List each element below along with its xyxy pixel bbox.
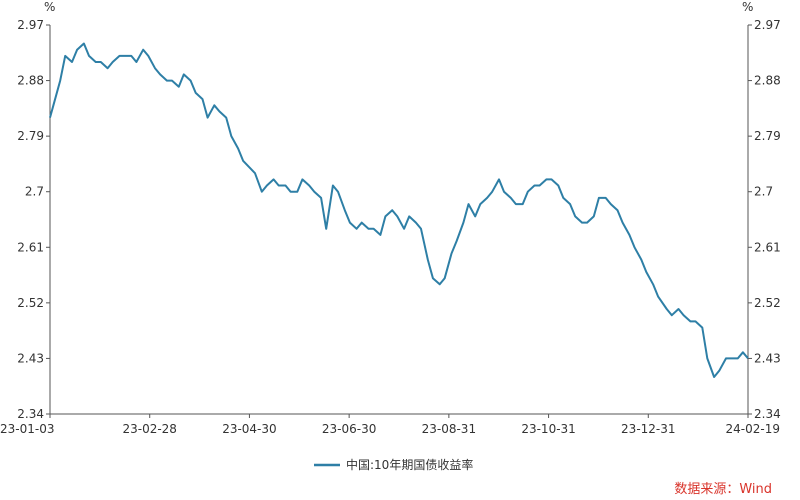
x-tick-label: 23-10-31 xyxy=(521,422,575,436)
right-y-tick-label: 2.7 xyxy=(754,185,773,199)
right-y-tick-label: 2.34 xyxy=(754,407,781,421)
legend: 中国:10年期国债收益率 xyxy=(314,457,473,472)
right-y-tick-label: 2.52 xyxy=(754,296,781,310)
left-y-tick-label: 2.34 xyxy=(17,407,44,421)
right-y-tick-label: 2.61 xyxy=(754,240,781,254)
x-tick-label: 23-12-31 xyxy=(621,422,675,436)
series-points xyxy=(49,43,749,378)
x-tick-label: 23-06-30 xyxy=(322,422,376,436)
right-y-tick-label: 2.43 xyxy=(754,351,781,365)
left-y-tick-label: 2.97 xyxy=(17,18,44,32)
left-y-tick-label: 2.88 xyxy=(17,74,44,88)
left-y-tick-label: 2.7 xyxy=(25,185,44,199)
right-y-ticks: 2.34 2.43 2.52 2.61 2.7 2.79 2.88 2.97 xyxy=(748,18,781,421)
left-y-unit-label: % xyxy=(44,0,55,14)
x-tick-label: 23-01-03 xyxy=(0,422,54,436)
x-tick-label: 23-04-30 xyxy=(222,422,276,436)
left-y-tick-label: 2.52 xyxy=(17,296,44,310)
right-y-tick-label: 2.79 xyxy=(754,129,781,143)
series-line xyxy=(49,42,749,378)
right-y-tick-label: 2.88 xyxy=(754,74,781,88)
left-y-tick-label: 2.79 xyxy=(17,129,44,143)
right-y-tick-label: 2.97 xyxy=(754,18,781,32)
x-ticks: 23-01-03 23-02-28 23-04-30 23-06-30 23-08-31… xyxy=(0,414,780,436)
right-y-unit-label: % xyxy=(742,0,753,14)
x-tick-label: 23-08-31 xyxy=(422,422,476,436)
left-y-tick-label: 2.43 xyxy=(17,351,44,365)
legend-label: 中国:10年期国债收益率 xyxy=(346,457,473,472)
left-y-tick-label: 2.61 xyxy=(17,240,44,254)
data-source-label: 数据来源：Wind xyxy=(674,482,772,497)
left-y-ticks: 2.34 2.43 2.52 2.61 2.7 2.79 2.88 2.97 xyxy=(17,18,50,421)
x-tick-label: 23-02-28 xyxy=(122,422,176,436)
x-tick-label: 24-02-19 xyxy=(726,422,780,436)
